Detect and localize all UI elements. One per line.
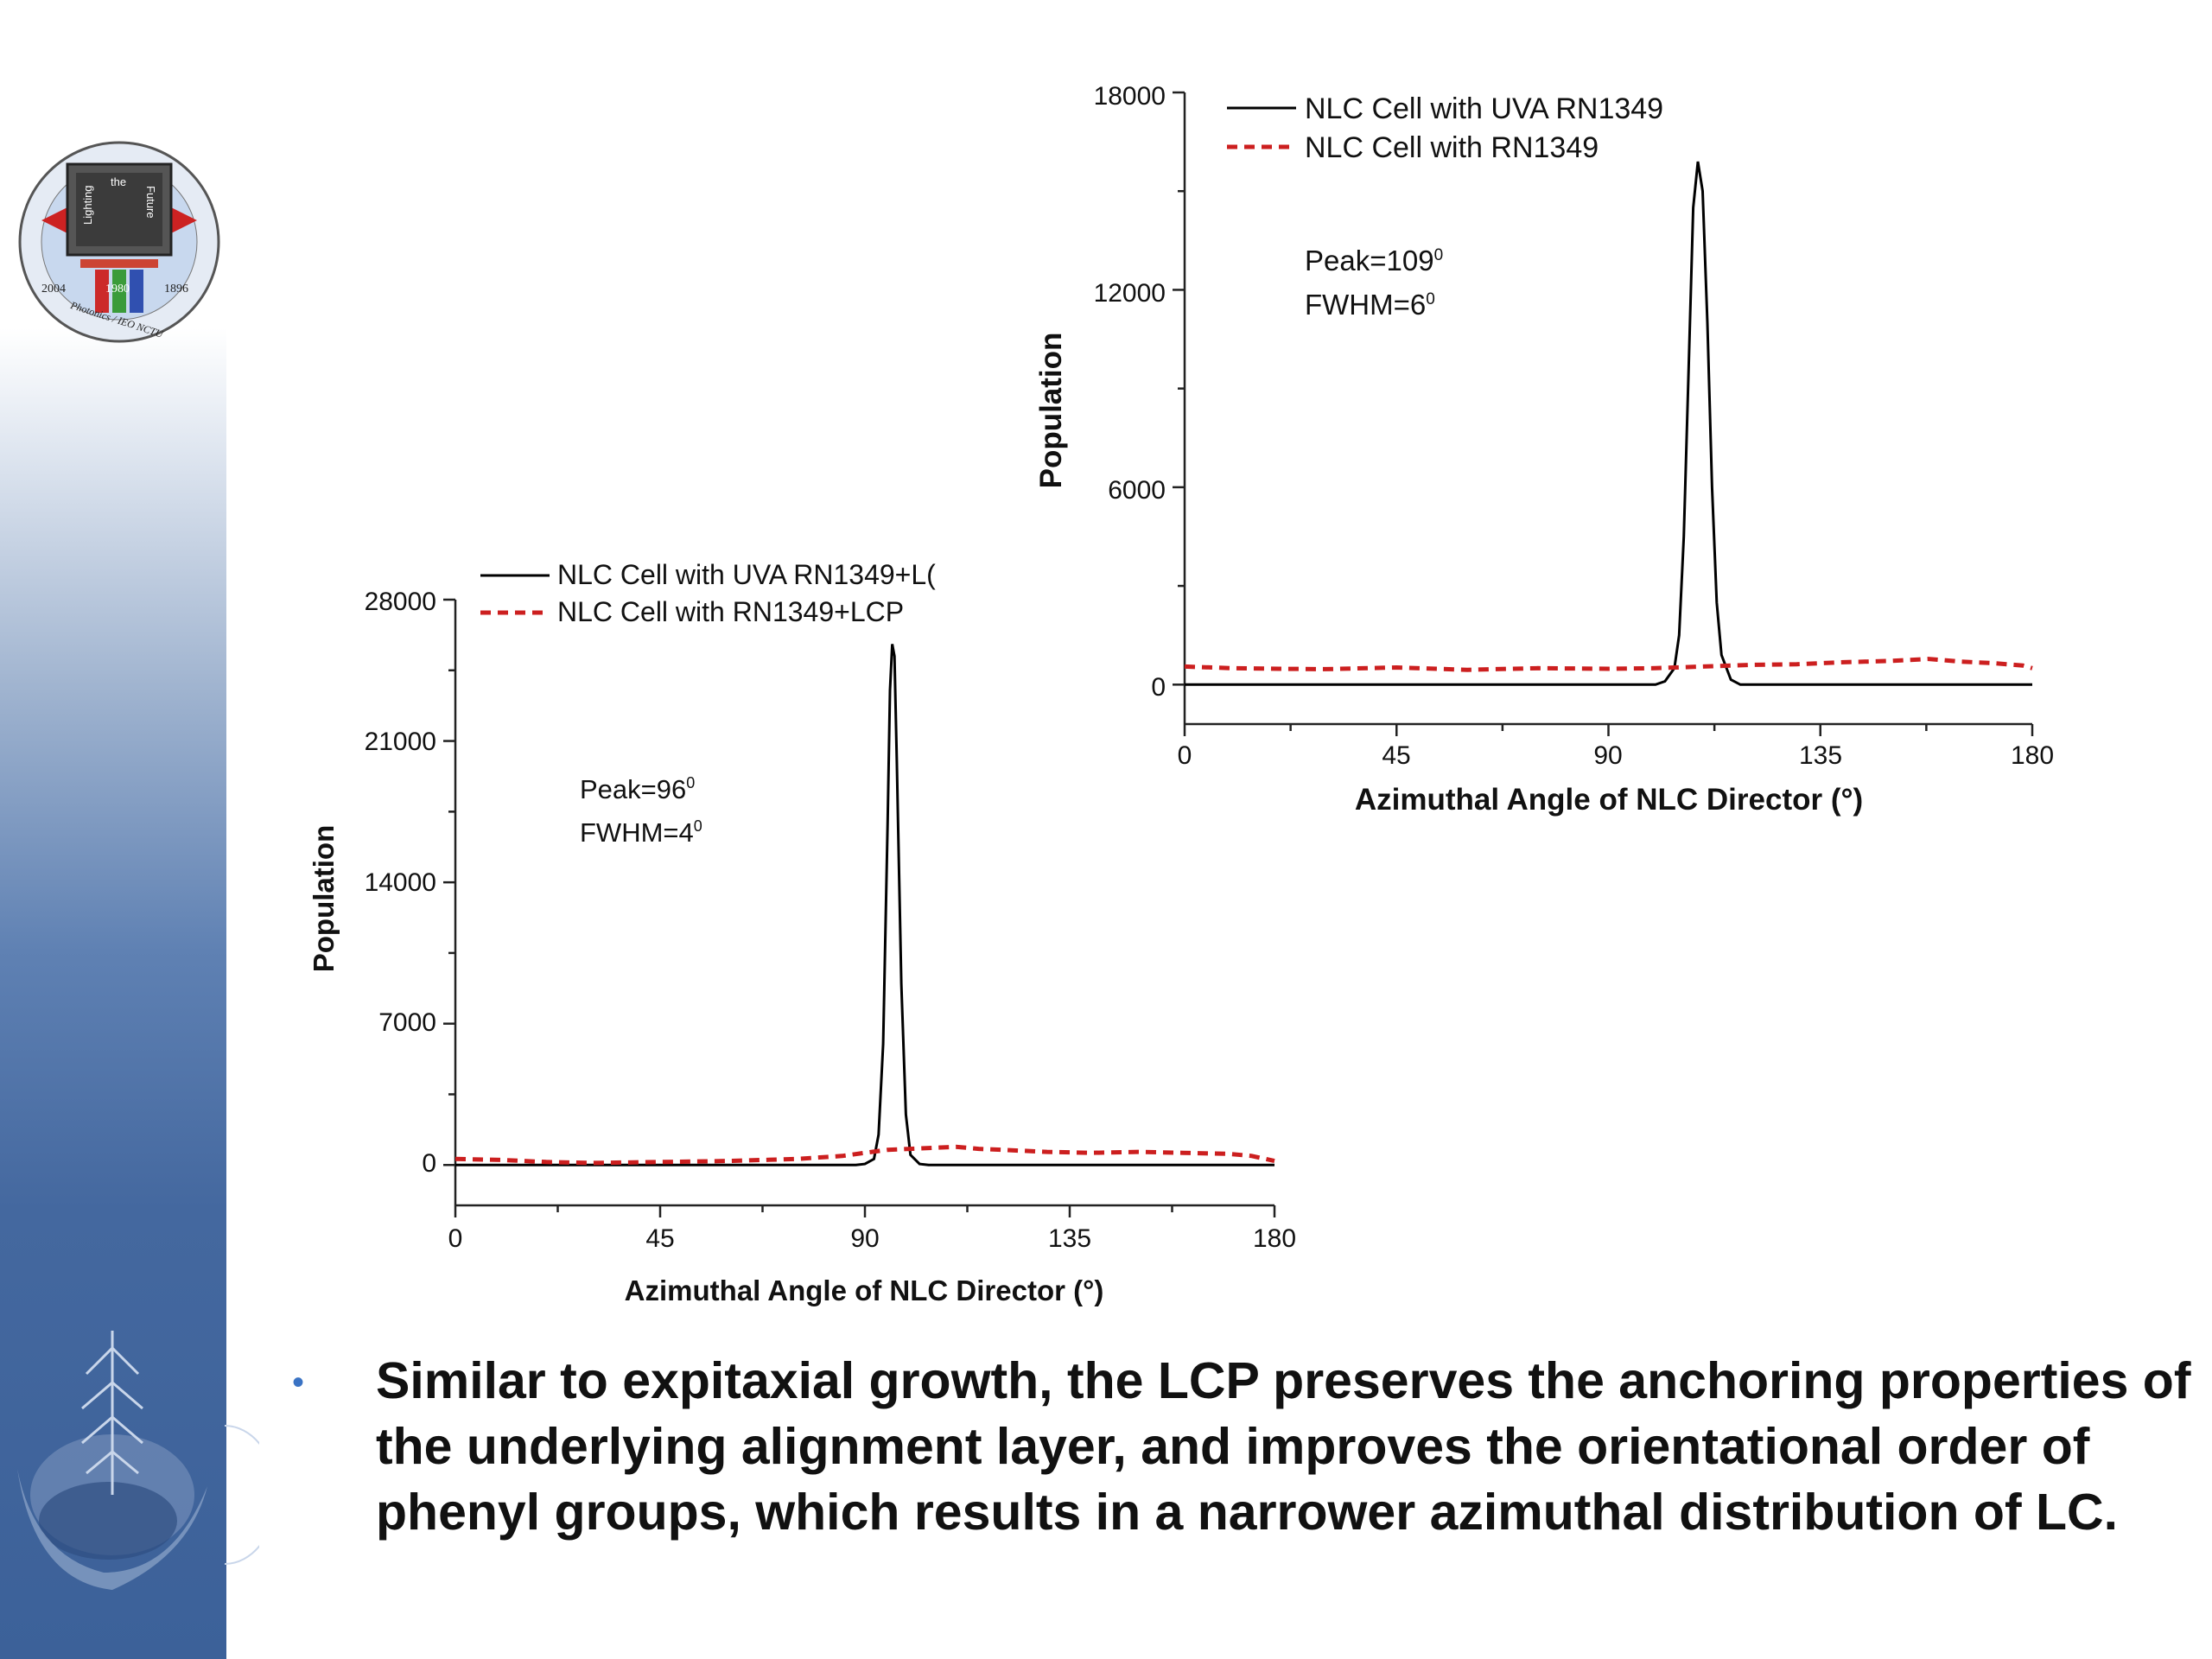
logo-year-1980: 1980 <box>105 283 130 296</box>
chart1-annotation-peak: Peak=960 <box>580 774 695 804</box>
logo-word-the: the <box>111 175 126 188</box>
chart1-x-tick-label: 90 <box>850 1224 879 1253</box>
chart2-x-tick-label: 0 <box>1178 741 1192 770</box>
chart2-y-tick-label: 6000 <box>1108 476 1166 505</box>
chart2-series-solid-line <box>1185 161 2032 686</box>
chart1-legend-label-dashed: NLC Cell with RN1349+LCP <box>557 596 904 627</box>
chart1-y-tick-label: 0 <box>422 1149 436 1178</box>
chart2-series-dashed-line <box>1184 657 2033 672</box>
chart-left: 0 7000 14000 21000 28000 0 45 90 135 180… <box>308 559 1296 1306</box>
chart1-x-tick-label: 45 <box>645 1224 674 1253</box>
logo-year-2004: 2004 <box>41 283 66 296</box>
logo-word-lighting: Lighting <box>81 185 94 225</box>
chart2-fwhm-text: FWHM=6 <box>1305 289 1426 321</box>
chart1-legend-label-solid: NLC Cell with UVA RN1349+L( <box>557 559 936 590</box>
bullet-text: Similar to expitaxial growth, the LCP pr… <box>376 1352 2191 1541</box>
chart1-annotation-fwhm: FWHM=40 <box>580 817 702 848</box>
chart-right: 0 6000 12000 18000 0 45 90 135 180 Azimu… <box>1034 82 2054 817</box>
chart2-fwhm-sup: 0 <box>1426 290 1435 308</box>
chart1-y-axis-label: Population <box>308 825 340 972</box>
chart1-fwhm-text: FWHM=4 <box>580 817 694 848</box>
chart2-ticks <box>1173 91 2034 736</box>
chart2-y-tick-label: 18000 <box>1094 82 1166 111</box>
chart1-y-tick-label: 28000 <box>365 588 436 616</box>
chart2-x-tick-label: 90 <box>1593 741 1622 770</box>
chart1-peak-text: Peak=96 <box>580 774 686 804</box>
chart1-x-tick-label: 180 <box>1253 1224 1296 1253</box>
logo-word-future: Future <box>144 186 157 219</box>
chart2-x-axis-label: Azimuthal Angle of NLC Director (°) <box>1355 783 1863 817</box>
chart1-ticks <box>443 598 1276 1217</box>
chart1-x-axis-label: Azimuthal Angle of NLC Director (°) <box>625 1274 1104 1306</box>
chart1-y-tick-label: 14000 <box>365 868 436 897</box>
chart1-fwhm-sup: 0 <box>694 817 702 835</box>
chart2-x-tick-label: 135 <box>1799 741 1842 770</box>
chart2-x-tick-label: 45 <box>1382 741 1410 770</box>
chart2-y-axis-label: Population <box>1034 333 1068 489</box>
bullet-marker: • <box>292 1363 305 1402</box>
chart2-peak-sup: 0 <box>1434 246 1444 264</box>
chart1-y-tick-label: 21000 <box>365 728 436 756</box>
chart1-y-tick-label: 7000 <box>378 1008 436 1037</box>
chart2-peak-text: Peak=109 <box>1305 245 1434 276</box>
chart1-peak-sup: 0 <box>686 774 695 791</box>
chart2-legend-label-dashed: NLC Cell with RN1349 <box>1305 131 1599 164</box>
chart2-legend-label-solid: NLC Cell with UVA RN1349 <box>1305 92 1663 125</box>
chart2-annotation-fwhm: FWHM=60 <box>1305 289 1435 321</box>
chart1-series-dashed-line <box>454 1144 1275 1166</box>
chart2-y-tick-label: 12000 <box>1094 279 1166 308</box>
logo-year-1896: 1896 <box>164 283 188 296</box>
chart1-series-solid-line <box>455 644 1274 1166</box>
nctu-photonics-logo: Lighting the Future 2004 1980 1896 Photo… <box>18 141 220 343</box>
chart1-x-tick-label: 0 <box>448 1224 463 1253</box>
hands-with-seedling-image <box>17 1331 259 1590</box>
chart2-y-tick-label: 0 <box>1151 673 1166 702</box>
chart1-x-tick-label: 135 <box>1048 1224 1091 1253</box>
chart2-annotation-peak: Peak=1090 <box>1305 245 1443 276</box>
chart2-x-tick-label: 180 <box>2011 741 2054 770</box>
